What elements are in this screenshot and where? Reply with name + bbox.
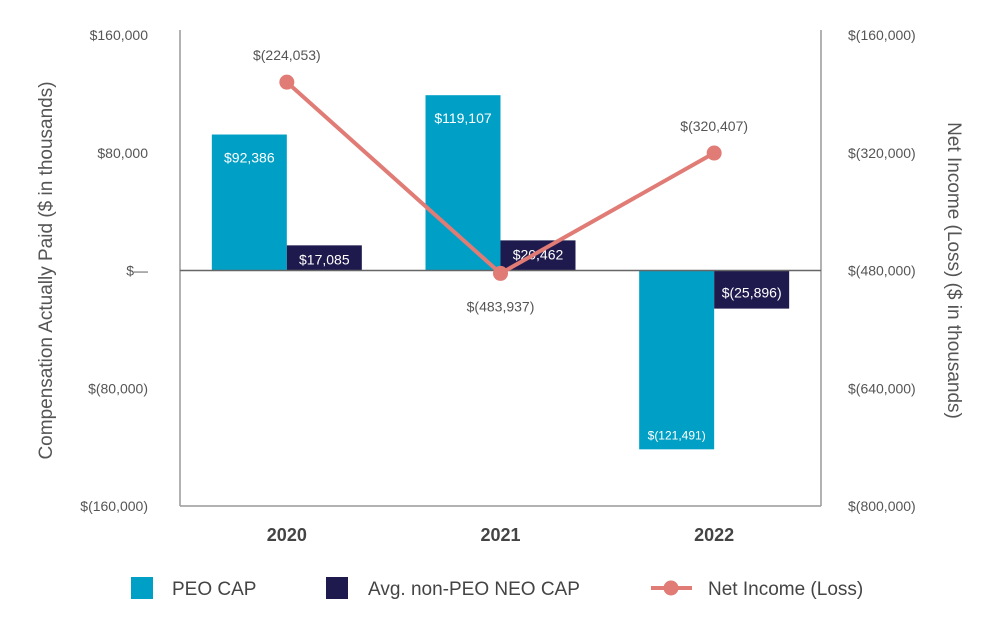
right-tick-label: $(800,000) [848,498,916,514]
category-label-2021: 2021 [480,525,520,545]
category-label-2020: 2020 [267,525,307,545]
legend-swatch-peo-cap [131,577,153,599]
right-tick-label: $(480,000) [848,263,916,279]
legend-label-neo-cap: Avg. non-PEO NEO CAP [368,579,580,600]
right-axis-title: Net Income (Loss) ($ in thousands) [943,122,964,419]
left-tick-label: $160,000 [90,27,149,43]
left-tick-label: $— [126,263,148,279]
net-income-data-label: $(224,053) [253,47,321,63]
legend-swatch-neo-cap [326,577,348,599]
bar-data-label: $17,085 [299,251,350,267]
net-income-point-2022 [706,145,722,161]
right-tick-label: $(320,000) [848,145,916,161]
bar-data-label: $92,386 [224,150,275,166]
right-tick-label: $(640,000) [848,380,916,396]
net-income-data-label: $(320,407) [680,118,748,134]
bar-data-label: $(25,896) [722,285,782,301]
net-income-point-2020 [279,74,295,90]
bar-peo-cap-2020 [211,134,287,271]
bar-data-label: $119,107 [434,110,492,126]
bar-peo-cap-2022 [639,270,715,450]
bar-avg-non-peo-neo-cap-2020 [286,245,362,271]
category-label-2022: 2022 [694,525,734,545]
legend-marker-net-income [663,580,679,596]
legend-label-peo-cap: PEO CAP [172,579,256,600]
left-tick-label: $80,000 [97,145,148,161]
left-tick-label: $(80,000) [88,380,148,396]
net-income-data-label: $(483,937) [467,298,535,314]
legend-label-net-income: Net Income (Loss) [708,579,863,600]
left-axis-title: Compensation Actually Paid ($ in thousan… [36,81,57,459]
left-tick-label: $(160,000) [80,498,148,514]
bar-data-label: $(121,491) [648,428,706,442]
net-income-point-2021 [493,265,508,281]
bar-avg-non-peo-neo-cap-2022 [714,270,790,309]
right-tick-label: $(160,000) [848,27,916,43]
